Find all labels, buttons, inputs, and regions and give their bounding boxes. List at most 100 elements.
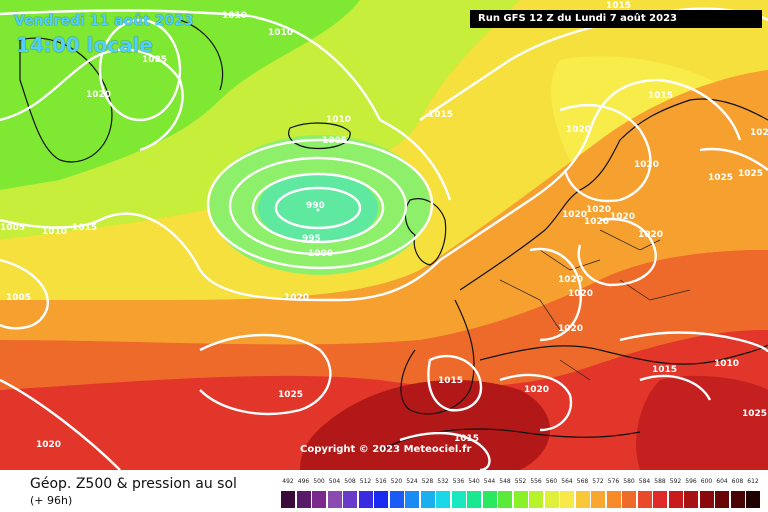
isobar-label: 1020	[562, 210, 587, 220]
scale-swatch	[281, 491, 295, 508]
scale-tick-label: 500	[313, 478, 325, 485]
scale-swatch	[591, 491, 605, 508]
scale-swatch	[358, 491, 373, 508]
isobar-label: 1015	[652, 365, 677, 375]
scale-swatch	[606, 491, 621, 508]
scale-swatch	[684, 491, 698, 508]
isobar-label: 1010	[222, 11, 247, 21]
isobar-lines	[0, 7, 768, 470]
isobar-label: 1015	[438, 376, 463, 386]
scale-tick-label: 520	[390, 478, 403, 485]
scale-swatch	[436, 491, 450, 508]
isobar-label: 1025	[278, 390, 303, 400]
scale-tick-label: 604	[716, 478, 728, 485]
isobar-label: 1015	[454, 434, 479, 444]
scale-swatch	[529, 491, 543, 508]
forecast-time: 14:00 locale	[16, 33, 153, 57]
scale-swatch	[296, 491, 311, 508]
darkorange-band	[0, 250, 768, 390]
scale-tick-label: 600	[700, 478, 713, 485]
low-pressure-core	[258, 173, 378, 243]
scale-tick-label: 544	[483, 478, 496, 485]
model-run-label: Run GFS 12 Z du Lundi 7 août 2023	[470, 10, 762, 28]
scale-swatch	[420, 491, 435, 508]
isobar-label: 1005	[322, 136, 347, 146]
greenland-coast	[19, 19, 224, 163]
forecast-date: Vendredi 11 août 2023	[14, 13, 194, 29]
scale-tick-label: 580	[623, 478, 635, 485]
scale-tick-label: 588	[654, 478, 666, 485]
scale-swatch	[482, 491, 497, 508]
isobar-label: 1005	[0, 223, 25, 233]
isobar-label: 990	[306, 201, 325, 211]
scale-tick-label: 596	[685, 478, 697, 485]
scale-tick-label: 568	[576, 478, 589, 485]
pressure-map: 1010 1010 1025 1020 1010 1005 990 995 10…	[0, 0, 768, 470]
darkred-east	[636, 375, 768, 470]
scale-tick-label: 584	[638, 478, 651, 485]
map-title: Géop. Z500 & pression au sol	[30, 476, 237, 492]
scale-swatch	[622, 491, 636, 508]
isobar-label: 1020	[634, 160, 659, 170]
isobar-label: 1020	[86, 90, 111, 100]
isobar-label: 1015	[428, 110, 453, 120]
scale-tick-label: 576	[607, 478, 620, 485]
scale-tick-label: 496	[297, 478, 310, 485]
isobar-label: 1020	[566, 125, 591, 135]
green-field-northwest	[0, 0, 360, 190]
isobar-label: 1010	[714, 359, 739, 369]
isobar-label: 1020	[524, 385, 549, 395]
scale-swatch	[668, 491, 683, 508]
isobar-label: 1020	[36, 440, 61, 450]
scale-tick-label: 504	[328, 478, 341, 485]
isobar-label: 1010	[268, 28, 293, 38]
lime-band	[0, 0, 520, 240]
isobar-label: 1025	[708, 173, 733, 183]
scale-tick-label: 512	[359, 478, 372, 485]
country-borders	[499, 229, 691, 381]
isobar-label: 1025	[742, 409, 767, 419]
scale-swatch	[544, 491, 559, 508]
isobar-label: 1020	[568, 289, 593, 299]
scale-tick-label: 492	[282, 478, 294, 485]
scale-tick-label: 608	[731, 478, 744, 485]
scale-swatch	[513, 491, 528, 508]
scale-swatch	[327, 491, 342, 508]
scale-swatch	[637, 491, 652, 508]
scale-tick-label: 532	[437, 478, 449, 485]
scale-swatch	[575, 491, 590, 508]
isobar-label: 1015	[606, 1, 631, 11]
legend-footer: Géop. Z500 & pression au sol (+ 96h) 492…	[0, 470, 768, 512]
isobar-label: 1020	[750, 128, 768, 138]
forecast-hour: (+ 96h)	[30, 494, 73, 507]
darkred-core	[300, 380, 550, 470]
isobar-label: 1025	[738, 169, 763, 179]
low-center-marker	[316, 208, 320, 212]
scale-swatch	[746, 491, 760, 508]
scale-tick-label: 548	[499, 478, 511, 485]
isobar-label: 1010	[326, 115, 351, 125]
isobar-label: 1025	[142, 55, 167, 65]
isobar-label: 1010	[42, 227, 67, 237]
scale-tick-label: 536	[452, 478, 465, 485]
scale-swatch	[389, 491, 404, 508]
isobar-label: 1015	[648, 91, 673, 101]
scale-swatch	[715, 491, 729, 508]
british-isles-coast	[404, 198, 447, 266]
scale-swatch	[730, 491, 745, 508]
isobar-label: 1005	[6, 293, 31, 303]
isobar-label: 1020	[558, 324, 583, 334]
scale-tick-label: 564	[561, 478, 573, 485]
scale-tick-label: 560	[545, 478, 558, 485]
scale-tick-label: 592	[669, 478, 682, 485]
isobar-label: 1020	[584, 217, 609, 227]
scale-swatch	[467, 491, 481, 508]
scale-tick-label: 572	[592, 478, 604, 485]
isobar-label: 1015	[72, 223, 97, 233]
copyright-text: Copyright © 2023 Meteociel.fr	[300, 444, 472, 455]
scale-tick-label: 528	[421, 478, 434, 485]
scale-swatch	[653, 491, 667, 508]
isobar-label: 1020	[610, 212, 635, 222]
scale-swatch	[560, 491, 574, 508]
scale-tick-label: 524	[406, 478, 418, 485]
